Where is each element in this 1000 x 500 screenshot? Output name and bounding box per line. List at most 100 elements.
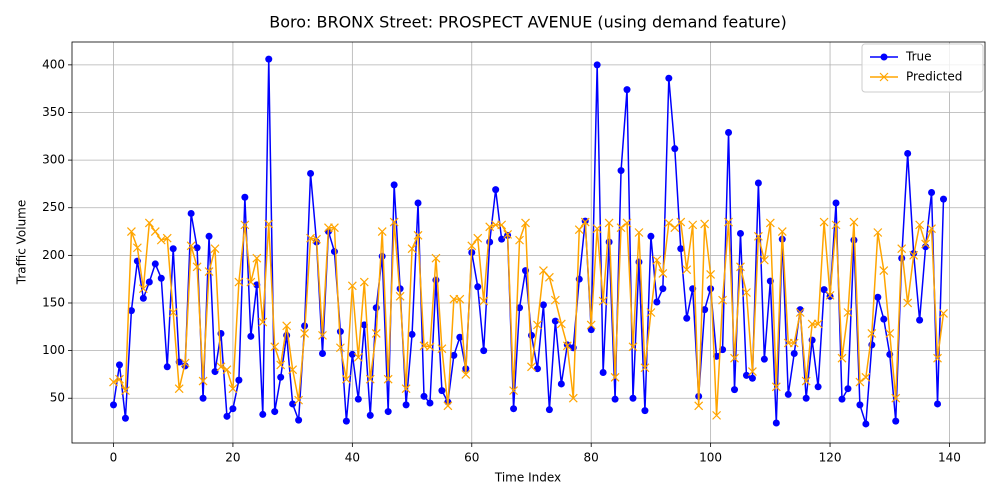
axes-frame xyxy=(71,41,986,444)
marker xyxy=(282,321,292,331)
marker xyxy=(646,308,656,317)
marker xyxy=(389,217,399,227)
marker xyxy=(408,330,416,338)
marker xyxy=(544,272,554,282)
marker xyxy=(562,341,572,351)
marker xyxy=(623,86,631,94)
marker xyxy=(879,266,889,276)
marker xyxy=(855,377,865,387)
marker xyxy=(915,220,925,230)
y-tick-label: 150 xyxy=(42,295,65,309)
marker xyxy=(940,195,947,203)
marker xyxy=(390,181,398,189)
marker xyxy=(121,386,130,396)
marker xyxy=(121,414,129,422)
x-tick-label: 20 xyxy=(225,451,240,465)
marker xyxy=(234,277,244,287)
marker xyxy=(843,308,853,317)
marker xyxy=(216,362,226,372)
marker xyxy=(300,329,310,338)
marker xyxy=(479,296,489,306)
marker xyxy=(492,186,500,194)
x-tick-label: 140 xyxy=(938,451,961,465)
marker xyxy=(849,217,859,227)
marker xyxy=(223,412,231,420)
marker xyxy=(652,255,662,265)
marker xyxy=(174,384,184,394)
marker xyxy=(431,253,441,263)
marker xyxy=(157,274,165,282)
marker xyxy=(837,353,847,363)
marker xyxy=(701,306,709,314)
series xyxy=(109,217,948,420)
marker xyxy=(789,338,799,348)
legend-box xyxy=(861,43,984,93)
marker xyxy=(682,265,692,275)
plot-area: 50 100 150 200 250 300 350 400 0 20 40 60 80 100 120 14… xyxy=(42,42,985,465)
marker xyxy=(927,224,936,234)
marker xyxy=(204,267,214,276)
marker xyxy=(151,260,159,268)
marker xyxy=(377,227,387,236)
marker xyxy=(289,400,297,408)
marker xyxy=(730,353,739,363)
marker xyxy=(874,293,882,301)
marker xyxy=(820,286,828,294)
marker xyxy=(180,358,190,368)
marker xyxy=(509,386,518,396)
marker xyxy=(110,401,117,409)
marker xyxy=(162,233,172,243)
marker xyxy=(598,296,608,306)
marker xyxy=(748,374,756,382)
marker xyxy=(277,373,285,381)
marker xyxy=(485,222,495,232)
marker xyxy=(664,218,674,228)
marker xyxy=(360,321,368,329)
marker xyxy=(503,229,513,239)
marker xyxy=(347,281,357,291)
marker xyxy=(861,372,871,382)
marker xyxy=(856,401,864,409)
marker xyxy=(443,401,453,411)
marker xyxy=(622,218,632,228)
marker xyxy=(909,250,919,260)
marker xyxy=(604,218,614,228)
marker xyxy=(498,235,506,243)
marker xyxy=(617,167,625,175)
marker xyxy=(551,317,559,325)
marker xyxy=(539,301,547,309)
marker xyxy=(241,193,249,201)
marker xyxy=(265,55,273,63)
y-tick-label: 200 xyxy=(42,248,65,262)
marker xyxy=(677,245,685,253)
marker xyxy=(725,128,733,136)
marker xyxy=(365,374,375,384)
marker xyxy=(205,232,213,240)
marker xyxy=(759,255,769,265)
marker xyxy=(407,244,417,254)
marker xyxy=(395,291,405,301)
marker xyxy=(371,329,381,338)
y-tick-label: 350 xyxy=(42,105,65,119)
marker xyxy=(533,320,542,330)
marker xyxy=(353,352,363,362)
marker xyxy=(235,376,243,384)
marker xyxy=(784,390,792,398)
marker xyxy=(777,227,787,236)
x-tick-label: 80 xyxy=(584,451,599,465)
marker xyxy=(545,406,553,414)
marker xyxy=(819,217,829,227)
marker xyxy=(771,382,781,392)
marker xyxy=(264,219,274,229)
marker xyxy=(831,220,841,230)
marker xyxy=(240,220,250,230)
marker xyxy=(880,53,888,61)
marker xyxy=(426,399,434,407)
marker xyxy=(599,369,607,377)
marker xyxy=(867,329,877,338)
marker xyxy=(210,244,220,254)
marker xyxy=(880,315,888,323)
marker xyxy=(169,245,177,253)
marker xyxy=(718,295,727,305)
